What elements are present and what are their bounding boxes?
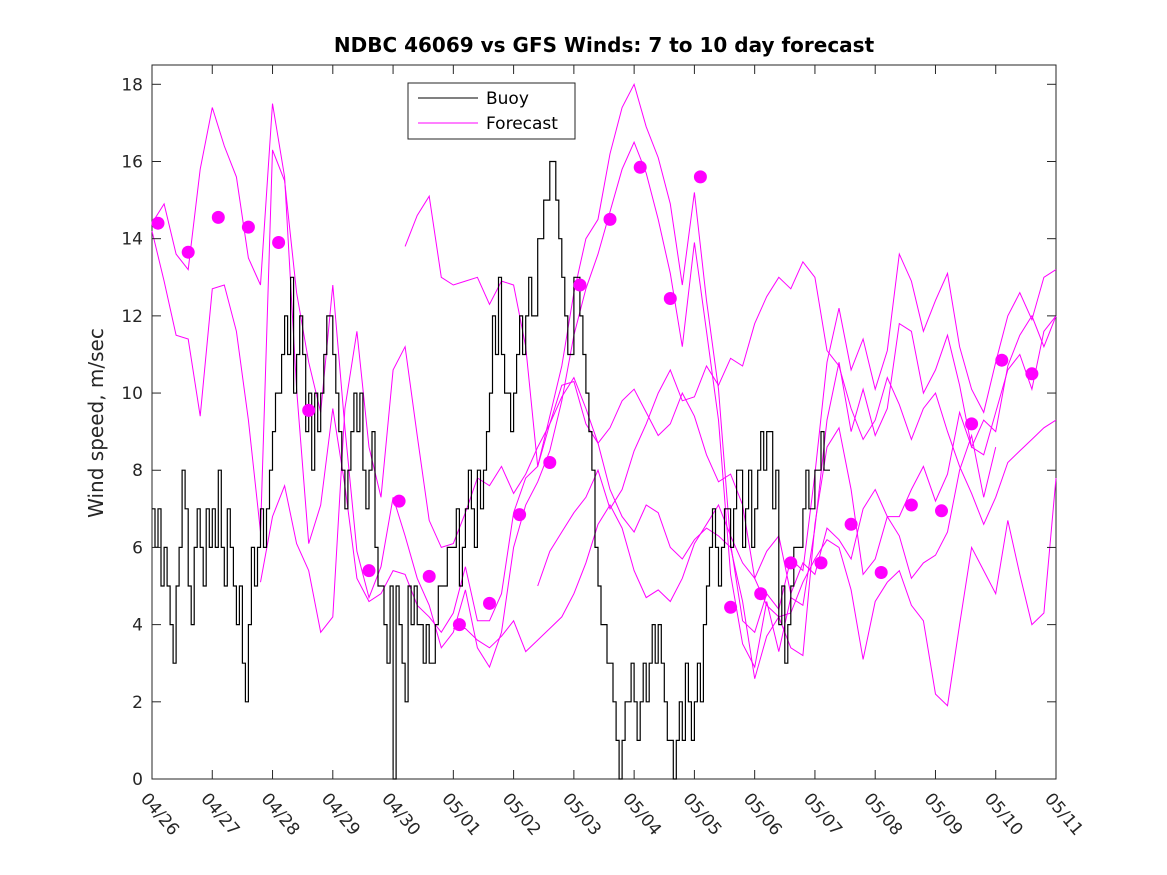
forecast-marker	[754, 587, 768, 601]
forecast-marker	[543, 456, 557, 469]
forecast-marker	[995, 353, 1009, 367]
forecast-marker	[784, 556, 798, 570]
forecast-marker	[904, 498, 918, 512]
forecast-marker	[573, 278, 587, 292]
forecast-series-line-3	[260, 331, 997, 679]
forecast-marker	[603, 212, 617, 226]
forecast-series-line-5	[453, 314, 1057, 653]
forecast-marker	[422, 569, 436, 583]
series-layer	[151, 82, 1057, 780]
forecast-marker	[935, 504, 948, 518]
y-tick-label: 18	[121, 75, 143, 95]
y-tick-label: 10	[121, 384, 143, 404]
legend-forecast-label: Forecast	[486, 114, 558, 134]
forecast-marker	[362, 564, 376, 578]
forecast-marker	[241, 220, 255, 234]
y-tick-label: 2	[132, 693, 143, 713]
forecast-marker	[452, 618, 466, 632]
forecast-marker	[151, 216, 165, 230]
y-tick-label: 16	[121, 152, 143, 172]
y-axis-label: Wind speed, m/sec	[84, 328, 108, 518]
y-tick-label: 8	[132, 461, 143, 481]
forecast-marker	[513, 508, 527, 522]
forecast-marker	[874, 566, 888, 579]
forecast-marker	[181, 245, 195, 259]
forecast-marker	[724, 600, 738, 614]
buoy-series-line	[152, 160, 830, 780]
forecast-marker	[693, 170, 707, 184]
forecast-marker	[392, 494, 406, 508]
forecast-marker	[844, 517, 858, 531]
y-axis-ticks: 0 2 4 6 8 10 12 14 16 18	[121, 75, 1056, 790]
legend-buoy-label: Buoy	[486, 89, 529, 109]
forecast-series-line-4	[404, 194, 1057, 707]
legend: Buoy Forecast	[407, 82, 576, 140]
y-tick-label: 14	[121, 230, 143, 250]
forecast-marker	[483, 596, 496, 610]
forecast-series-line-6	[537, 260, 1057, 587]
marker-layer	[151, 160, 1039, 632]
legend-box	[407, 82, 576, 140]
forecast-marker	[965, 417, 979, 431]
plot-area: 04/26 04/27 04/28 04/29 04/30 05/01 05/02 05/03…	[121, 64, 1087, 840]
y-tick-label: 0	[132, 770, 143, 790]
axes-frame	[151, 64, 1057, 780]
y-tick-label: 12	[121, 307, 143, 327]
y-tick-label: 4	[132, 616, 143, 636]
forecast-series-line-1	[151, 82, 1057, 634]
forecast-marker	[272, 236, 286, 249]
forecast-marker	[633, 160, 647, 174]
forecast-marker	[1025, 367, 1039, 381]
chart-title: NDBC 46069 vs GFS Winds: 7 to 10 day for…	[334, 33, 875, 57]
forecast-marker	[211, 210, 225, 224]
forecast-marker	[814, 556, 828, 570]
forecast-marker	[302, 403, 316, 417]
y-tick-label: 6	[132, 538, 143, 558]
forecast-marker	[663, 292, 677, 305]
